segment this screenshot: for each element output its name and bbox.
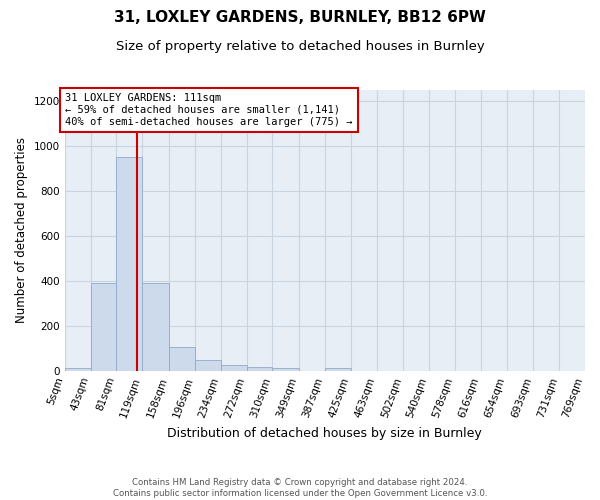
Bar (195, 360, 221, 371)
Bar (91, 282, 116, 371)
Bar (247, 368, 272, 371)
Text: Contains HM Land Registry data © Crown copyright and database right 2024.
Contai: Contains HM Land Registry data © Crown c… (113, 478, 487, 498)
Bar (325, 368, 351, 371)
Bar (142, 283, 169, 371)
Bar (221, 365, 247, 371)
Bar (65, 368, 91, 371)
Text: Size of property relative to detached houses in Burnley: Size of property relative to detached ho… (116, 40, 484, 53)
Bar (116, 158, 142, 371)
Bar (169, 347, 195, 371)
X-axis label: Distribution of detached houses by size in Burnley: Distribution of detached houses by size … (167, 427, 482, 440)
Text: 31, LOXLEY GARDENS, BURNLEY, BB12 6PW: 31, LOXLEY GARDENS, BURNLEY, BB12 6PW (114, 10, 486, 25)
Y-axis label: Number of detached properties: Number of detached properties (15, 138, 28, 324)
Bar (272, 368, 299, 371)
Text: 31 LOXLEY GARDENS: 111sqm
← 59% of detached houses are smaller (1,141)
40% of se: 31 LOXLEY GARDENS: 111sqm ← 59% of detac… (65, 94, 353, 126)
